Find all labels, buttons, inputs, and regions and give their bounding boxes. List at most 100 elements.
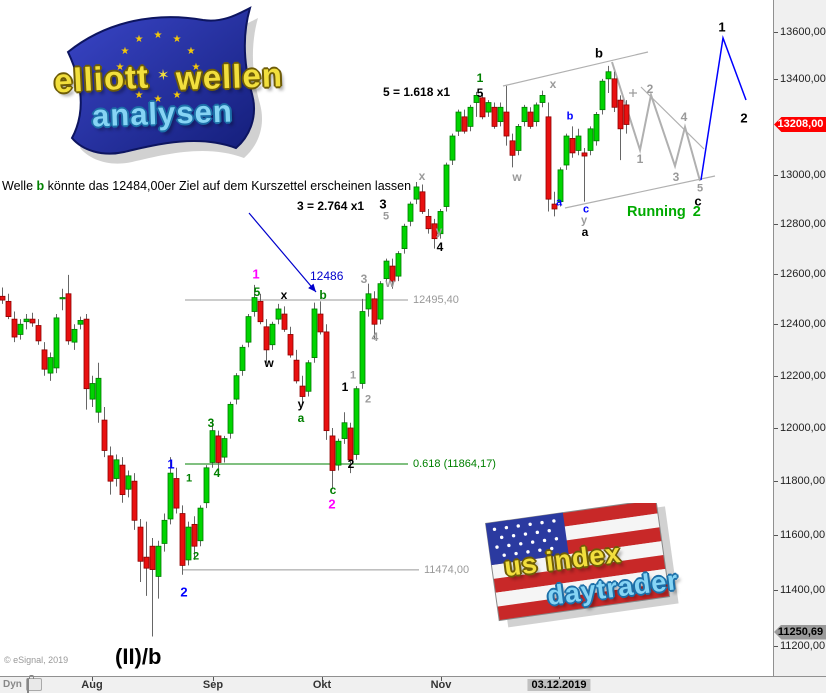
- wave-label: 2: [347, 457, 355, 471]
- analysis-comment: Welle b könnte das 12484,00er Ziel auf d…: [2, 179, 411, 193]
- candle-body: [0, 295, 6, 301]
- candle-body: [533, 104, 540, 123]
- candle-body: [407, 203, 414, 222]
- annotation-arrow: [248, 212, 317, 293]
- candle-body: [413, 186, 420, 200]
- axis-lock-button[interactable]: [26, 678, 42, 693]
- price-tick-mark: [774, 273, 778, 275]
- price-tick-mark: [774, 590, 778, 592]
- price-tick-mark: [774, 535, 778, 537]
- candle-body: [389, 265, 396, 282]
- svg-text:★: ★: [116, 62, 125, 73]
- wave-label: 1: [636, 152, 644, 166]
- candle-body: [299, 385, 306, 397]
- svg-text:★: ★: [187, 46, 196, 57]
- candle-body: [509, 140, 516, 156]
- wave-label: b: [319, 288, 327, 302]
- wave-label: a: [297, 411, 305, 425]
- candle-body: [197, 507, 204, 542]
- wave-label: 1: [476, 71, 484, 85]
- logo-text-elliott: elliott: [53, 57, 150, 100]
- comment-rest: könnte das 12484,00er Ziel auf dem Kursz…: [47, 179, 412, 193]
- svg-text:★: ★: [135, 90, 144, 101]
- candle-body: [623, 104, 630, 125]
- candle-body: [347, 427, 354, 461]
- candle-body: [245, 316, 252, 343]
- candle-body: [191, 523, 198, 547]
- candle-body: [203, 467, 210, 504]
- chart-plot-area[interactable]: ★ ★ ★ ★ ★ ★ ★ ★ ★ ★ ★ ★ elliott ✶ wellen analyse…: [0, 0, 773, 676]
- price-tick-label: 13400,00: [780, 72, 826, 85]
- candle-body: [359, 311, 366, 384]
- fib-extension-label-5: 5 = 1.618 x1: [383, 85, 451, 99]
- candle-body: [461, 116, 468, 132]
- candle-body: [119, 464, 126, 496]
- price-tick-label: 12800,00: [780, 217, 826, 230]
- running-correction-label: Running 2: [627, 204, 708, 220]
- candle-body: [419, 191, 426, 212]
- candle-body: [617, 99, 624, 130]
- wave-label: 5: [253, 285, 261, 299]
- wave-label: 4: [680, 110, 688, 124]
- price-tick-label: 12600,00: [780, 267, 826, 280]
- price-tick-mark: [774, 375, 778, 377]
- running-word: Running: [627, 204, 686, 220]
- candle-body: [467, 106, 474, 127]
- candle-body: [125, 475, 132, 490]
- price-tick-mark: [774, 324, 778, 326]
- wave-label: w: [385, 276, 395, 290]
- candle-body: [329, 435, 336, 471]
- candle-body: [53, 317, 60, 369]
- candle-body: [305, 362, 312, 392]
- wave-label: 1: [718, 19, 726, 35]
- candle-body: [257, 300, 264, 323]
- time-axis[interactable]: Dyn Aug Sep Okt Nov 03.12.2019: [0, 676, 826, 693]
- candle-body: [77, 320, 84, 325]
- candle-body: [251, 297, 258, 312]
- candle-body: [395, 253, 402, 277]
- candle-body: [521, 106, 528, 123]
- candle-body: [5, 300, 12, 317]
- candle-body: [515, 126, 522, 151]
- annotation-arrowhead: [308, 283, 316, 292]
- candle-body: [491, 106, 498, 127]
- candle-body: [209, 430, 216, 463]
- price-tick-mark: [774, 481, 778, 483]
- us-flag-icon: [485, 503, 679, 628]
- svg-text:★: ★: [121, 78, 130, 89]
- comment-prefix: Welle: [2, 179, 34, 193]
- candle-body: [131, 480, 138, 521]
- wave-degree-label: (II)/b: [115, 644, 162, 669]
- wave-label: x: [418, 169, 426, 183]
- fib-extension-label-3: 3 = 2.764 x1: [297, 199, 365, 213]
- candle-body: [575, 135, 582, 151]
- price-axis[interactable]: 13600,00 13400,00 13000,00 12800,00 12600,00…: [773, 0, 826, 676]
- candle-body: [83, 318, 90, 390]
- wave-label: 2: [740, 110, 748, 126]
- candle-body: [611, 78, 618, 108]
- wave-label: y: [297, 397, 305, 411]
- time-label-month: Okt: [312, 679, 332, 691]
- time-label-month: Sep: [202, 679, 224, 691]
- price-tick-label: 11200,00: [780, 640, 826, 653]
- candle-body: [581, 152, 588, 157]
- price-tick-label: 11600,00: [780, 529, 826, 542]
- chart-canvas[interactable]: [0, 0, 773, 676]
- price-tick-label: 11800,00: [780, 475, 826, 488]
- candle-body: [41, 349, 48, 370]
- price-tick-label: 12000,00: [780, 421, 826, 434]
- candle-body: [287, 334, 294, 356]
- candle-body: [431, 223, 438, 240]
- price-tick-mark: [774, 646, 778, 648]
- time-label-month: Aug: [81, 679, 103, 691]
- price-tick-label: 12400,00: [780, 318, 826, 331]
- wave-label: c: [694, 193, 702, 209]
- candle-body: [155, 545, 162, 577]
- wave-label: 1: [167, 456, 175, 472]
- esignal-copyright: © eSignal, 2019: [4, 655, 69, 665]
- price-tick-label: 11400,00: [780, 584, 826, 597]
- wave-label: 1: [185, 472, 193, 485]
- price-tick-label: 12200,00: [780, 369, 826, 382]
- wave-label: 5: [696, 182, 704, 195]
- candle-body: [107, 455, 114, 482]
